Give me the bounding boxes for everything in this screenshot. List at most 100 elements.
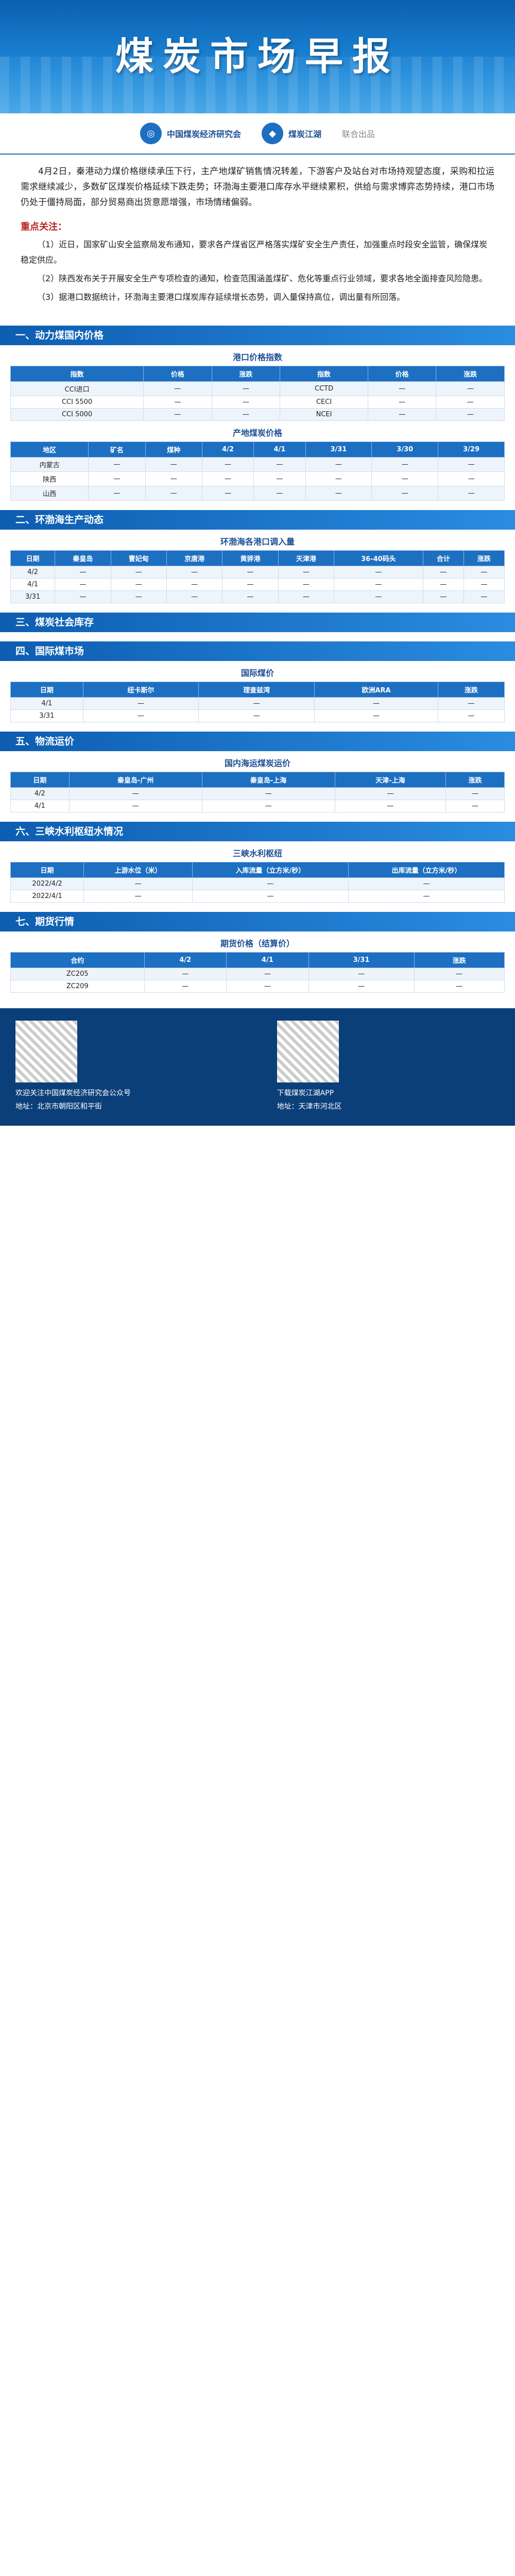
- news-item: （2）陕西发布关于开展安全生产专项检查的通知，检查范围涵盖煤矿、危化等重点行业领…: [37, 274, 488, 283]
- table-cell: —: [422, 590, 464, 603]
- footer-left: 欢迎关注中国煤炭经济研究会公众号 地址：北京市朝阳区和平街: [15, 1021, 238, 1113]
- table-header-cell: 涨跌: [436, 366, 505, 382]
- table-cell: —: [201, 486, 254, 501]
- table-cell: —: [143, 381, 212, 396]
- table-header-cell: 4/2: [144, 952, 227, 968]
- table-cell: —: [201, 471, 254, 486]
- table-7-caption: 期货价格（结算价）: [220, 939, 295, 948]
- table-cell: —: [83, 877, 193, 890]
- table-header-cell: 天津港: [278, 550, 335, 566]
- table-cell: —: [83, 890, 193, 903]
- table-cell: —: [110, 590, 167, 603]
- table-cell: CCI 5000: [10, 408, 144, 421]
- section-1-header: 一、动力煤国内价格: [0, 326, 515, 345]
- table-cell: —: [226, 980, 309, 993]
- table-cell: —: [348, 877, 505, 890]
- table-cell: —: [88, 457, 146, 472]
- futures-table: 合约 4/2 4/1 3/31 涨跌 ZC205— — — — ZC209— — — —: [10, 952, 505, 993]
- table-header-cell: 合计: [422, 550, 464, 566]
- table-row: ZC205— — — —: [10, 968, 505, 980]
- header-banner: 煤炭市场早报: [0, 0, 515, 113]
- table-cell: —: [166, 590, 223, 603]
- table-cell: —: [414, 968, 505, 980]
- table-row: 3/31— — — —: [10, 709, 505, 722]
- section-2-header: 二、环渤海生产动态: [0, 510, 515, 530]
- table-header-cell: 欧洲ARA: [314, 682, 438, 698]
- table-row: CCI进口 — — CCTD — —: [10, 381, 505, 396]
- table-cell: —: [192, 877, 349, 890]
- table-cell: CECI: [280, 396, 368, 409]
- cbere-logo-icon: ◎: [140, 123, 162, 144]
- table-row: CCI 5500— — CECI — —: [10, 396, 505, 409]
- table-header-cell: 3/29: [438, 442, 505, 457]
- table-cell: —: [438, 486, 505, 501]
- table-row: 2022/4/2— — —: [10, 877, 505, 890]
- table-cell: —: [145, 457, 202, 472]
- table-cell: —: [211, 381, 281, 396]
- table-cell: —: [414, 980, 505, 993]
- table-cell: 山西: [10, 486, 89, 501]
- table-cell: —: [68, 800, 202, 812]
- table-cell: —: [445, 787, 505, 800]
- org-name: 中国煤炭经济研究会: [166, 129, 241, 139]
- table-row: 山西 — — — — — — —: [10, 486, 505, 501]
- table-cell: —: [436, 396, 505, 409]
- table-header-cell: 黄骅港: [222, 550, 279, 566]
- table-row: 4/1— — — —: [10, 800, 505, 812]
- table-cell: —: [278, 566, 335, 579]
- table-cell: 4/1: [10, 800, 70, 812]
- origin-price-table: 地区 矿名 煤种 4/2 4/1 3/31 3/30 3/29 内蒙古 — — — — — — — 陕西 — — — —…: [10, 442, 505, 501]
- table-header-cell: 上游水位（米）: [83, 862, 193, 878]
- table-cell: —: [371, 486, 439, 501]
- table-row: 3/31— — — — — — — —: [10, 590, 505, 603]
- table-header-cell: 36-40码头: [334, 550, 423, 566]
- table-3-caption: 环渤海各港口调入量: [220, 537, 295, 547]
- table-cell: —: [367, 408, 437, 421]
- table-cell: CCI 5500: [10, 396, 144, 409]
- table-cell: —: [68, 787, 202, 800]
- table-header-cell: 4/1: [253, 442, 306, 457]
- table-header-cell: 矿名: [88, 442, 146, 457]
- table-cell: —: [305, 486, 372, 501]
- table-cell: —: [198, 709, 315, 722]
- table-cell: —: [82, 697, 199, 710]
- news-heading: 重点关注：: [21, 222, 67, 232]
- table-header-cell: 煤种: [145, 442, 202, 457]
- table-header-cell: 地区: [10, 442, 89, 457]
- table-cell: —: [226, 968, 309, 980]
- table-header-cell: 日期: [10, 772, 70, 788]
- table-cell: —: [211, 408, 281, 421]
- page-title: 煤炭市场早报: [115, 35, 400, 79]
- table-cell: 4/2: [10, 566, 56, 579]
- price-index-table: 指数 价格 涨跌 指数 价格 涨跌 CCI进口 — — CCTD — — CCI 5500— — CECI —…: [10, 366, 505, 421]
- port-inflow-table: 日期 秦皇岛 曹妃甸 京唐港 黄骅港 天津港 36-40码头 合计 涨跌 4/2— — — — — — — —4…: [10, 550, 505, 603]
- table-cell: —: [367, 396, 437, 409]
- table-cell: 3/31: [10, 590, 56, 603]
- table-row: ZC209— — — —: [10, 980, 505, 993]
- partner-logo-icon: ◆: [261, 123, 283, 144]
- footer-right: 下载煤炭江湖APP 地址：天津市河北区: [277, 1021, 500, 1113]
- table-cell: —: [463, 590, 505, 603]
- section-6-header: 六、三峡水利枢纽水情况: [0, 822, 515, 841]
- table-cell: —: [371, 471, 439, 486]
- table-header-cell: 京唐港: [166, 550, 223, 566]
- table-cell: —: [463, 566, 505, 579]
- table-cell: —: [192, 890, 349, 903]
- table-6-caption: 三峡水利枢纽: [232, 849, 282, 858]
- table-cell: —: [55, 578, 111, 591]
- table-header-cell: 秦皇岛-广州: [68, 772, 202, 788]
- logo-row: ◎ 中国煤炭经济研究会 ◆ 煤炭江湖 联合出品: [0, 113, 515, 155]
- table-header-cell: 秦皇岛-上海: [201, 772, 335, 788]
- footer-left-caption: 欢迎关注中国煤炭经济研究会公众号: [15, 1089, 131, 1097]
- table-cell: —: [198, 697, 315, 710]
- table-cell: —: [82, 709, 199, 722]
- table-header-cell: 天津-上海: [334, 772, 447, 788]
- table-cell: —: [305, 457, 372, 472]
- table-cell: —: [438, 709, 505, 722]
- table-header-cell: 3/31: [305, 442, 372, 457]
- table-cell: 2022/4/2: [10, 877, 84, 890]
- footer-left-address: 地址：北京市朝阳区和平街: [15, 1103, 102, 1111]
- table-cell: —: [55, 590, 111, 603]
- table-cell: —: [144, 980, 227, 993]
- news-item: （1）近日，国家矿山安全监察局发布通知，要求各产煤省区严格落实煤矿安全生产责任，…: [21, 240, 488, 265]
